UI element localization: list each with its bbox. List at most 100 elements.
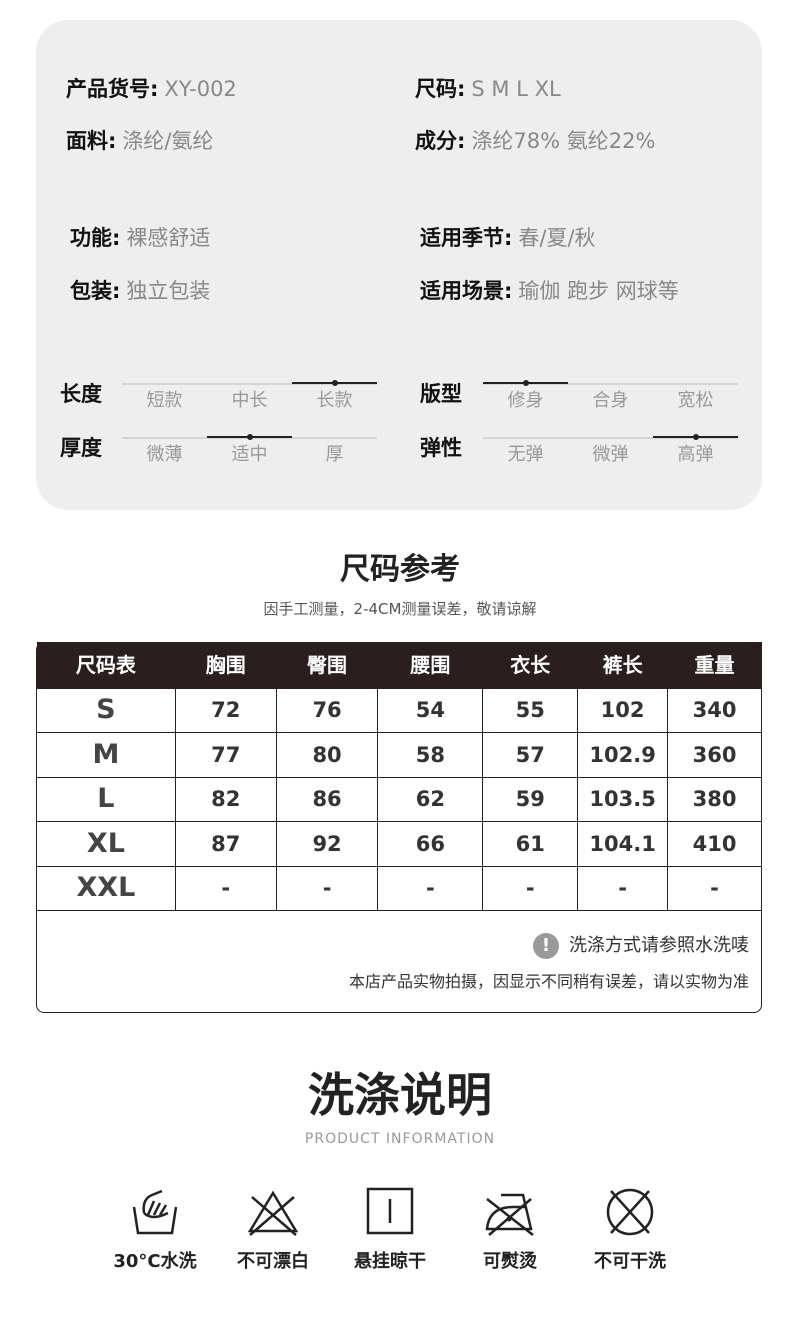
spec-key: 适用场景: <box>420 279 513 303</box>
table-cell: 87 <box>174 821 277 867</box>
care-item: 不可干洗 <box>575 1185 685 1273</box>
table-cell: 66 <box>377 821 484 867</box>
scale-option: 宽松 <box>677 390 714 411</box>
table-cell: - <box>577 865 669 911</box>
table-cell: XL <box>36 821 176 867</box>
spec-value: 涤纶78% 氨纶22% <box>471 129 656 153</box>
table-cell: 61 <box>482 821 579 867</box>
table-cell: 58 <box>377 732 484 778</box>
scale-label: 弹性 <box>420 436 462 460</box>
notes-box: ! 洗涤方式请参照水洗唛 本店产品实物拍摄，因显示不同稍有误差，请以实物为准 <box>36 909 762 1013</box>
exclamation-icon: ! <box>533 933 559 959</box>
care-section-subtitle: PRODUCT INFORMATION <box>304 1131 496 1147</box>
spec-item: 适用场景: 瑜伽 跑步 网球等 <box>420 278 679 304</box>
scale-1: 版型 修身 合身 宽松 <box>420 380 800 433</box>
table-cell: 80 <box>275 732 379 778</box>
scale-option: 中长 <box>231 390 268 411</box>
scale-option: 合身 <box>592 390 629 411</box>
spec-value: 独立包装 <box>126 279 211 303</box>
spec-key: 成分: <box>415 129 466 153</box>
scale-option: 修身 <box>507 390 544 411</box>
spec-key: 包装: <box>70 279 121 303</box>
table-cell: M <box>36 732 176 778</box>
scale-marker <box>331 380 338 386</box>
scale-3: 弹性 无弹 微弹 高弹 <box>420 434 800 487</box>
scale-label: 长度 <box>60 382 102 406</box>
table-cell: 360 <box>667 732 762 778</box>
scale-option: 厚 <box>325 444 344 465</box>
scale-option: 无弹 <box>507 444 544 465</box>
spec-key: 产品货号: <box>66 77 159 101</box>
table-cell: 57 <box>482 732 579 778</box>
hang-dry-icon <box>366 1187 414 1235</box>
scale-option: 微薄 <box>146 444 183 465</box>
scale-option: 适中 <box>231 444 268 465</box>
scale-track <box>483 437 738 439</box>
spec-value: XY-002 <box>164 77 237 101</box>
table-cell: - <box>174 865 277 911</box>
iron-icon <box>485 1193 534 1236</box>
scale-label: 版型 <box>420 382 462 406</box>
table-cell: - <box>275 865 379 911</box>
care-label: 不可干洗 <box>594 1251 666 1272</box>
product-spec-card <box>36 20 762 510</box>
spec-key: 尺码: <box>415 77 466 101</box>
table-cell: - <box>482 865 579 911</box>
spec-item: 功能: 裸感舒适 <box>70 225 210 251</box>
scale-option: 短款 <box>146 390 183 411</box>
column-header: 重量 <box>667 642 762 688</box>
table-cell: 55 <box>482 687 579 733</box>
table-row: XXL - - - - - - <box>36 865 762 911</box>
table-row: XL 87 92 66 61 104.1 410 <box>36 821 762 867</box>
spec-item: 包装: 独立包装 <box>70 278 210 304</box>
spec-value: 涤纶/氨纶 <box>122 129 214 153</box>
no-bleach-icon <box>247 1190 299 1236</box>
spec-item: 产品货号: XY-002 <box>66 76 237 102</box>
table-cell: 82 <box>174 776 277 822</box>
table-cell: 92 <box>275 821 379 867</box>
care-item: 不可漂白 <box>218 1185 328 1273</box>
care-item: 可熨烫 <box>455 1185 565 1273</box>
scale-0: 长度 短款 中长 长款 <box>60 380 760 433</box>
column-header: 臀围 <box>276 642 378 688</box>
spec-value: 瑜伽 跑步 网球等 <box>518 279 679 303</box>
scale-marker <box>246 434 253 440</box>
scale-track <box>122 383 377 385</box>
table-cell: - <box>377 865 484 911</box>
table-cell: 72 <box>174 687 277 733</box>
scale-option: 微弹 <box>592 444 629 465</box>
table-cell: S <box>36 687 176 733</box>
scale-track <box>483 383 738 385</box>
column-header: 尺码表 <box>36 642 176 688</box>
scale-marker <box>522 380 529 386</box>
spec-key: 功能: <box>70 226 121 250</box>
table-cell: 76 <box>275 687 379 733</box>
scale-2: 厚度 微薄 适中 厚 <box>60 434 760 487</box>
scale-option: 高弹 <box>677 444 714 465</box>
table-cell: 59 <box>482 776 579 822</box>
table-cell: XXL <box>36 865 176 911</box>
table-row: M 77 80 58 57 102.9 360 <box>36 732 762 778</box>
care-item: 悬挂晾干 <box>335 1185 445 1273</box>
care-label: 30°C水洗 <box>113 1251 197 1272</box>
scale-option: 长款 <box>316 390 353 411</box>
no-dry-clean-icon <box>606 1188 654 1236</box>
size-section-subtitle: 因手工测量，2-4CM测量误差，敬请谅解 <box>263 600 537 618</box>
table-row: S 72 76 54 55 102 340 <box>36 687 762 733</box>
table-cell: 54 <box>377 687 484 733</box>
wash-note: 洗涤方式请参照水洗唛 <box>569 935 749 956</box>
table-cell: - <box>667 865 762 911</box>
care-label: 不可漂白 <box>237 1251 309 1272</box>
table-cell: 102.9 <box>577 732 669 778</box>
disclaimer-note: 本店产品实物拍摄，因显示不同稍有误差，请以实物为准 <box>348 972 749 991</box>
table-cell: 102 <box>577 687 669 733</box>
spec-item: 面料: 涤纶/氨纶 <box>66 128 213 154</box>
scale-label: 厚度 <box>60 436 102 460</box>
spec-key: 适用季节: <box>420 226 513 250</box>
care-section-title: 洗涤说明 <box>308 1068 492 1122</box>
spec-item: 适用季节: 春/夏/秋 <box>420 225 596 251</box>
table-cell: L <box>36 776 176 822</box>
scale-marker <box>692 434 699 440</box>
spec-key: 面料: <box>66 129 117 153</box>
table-cell: 104.1 <box>577 821 669 867</box>
